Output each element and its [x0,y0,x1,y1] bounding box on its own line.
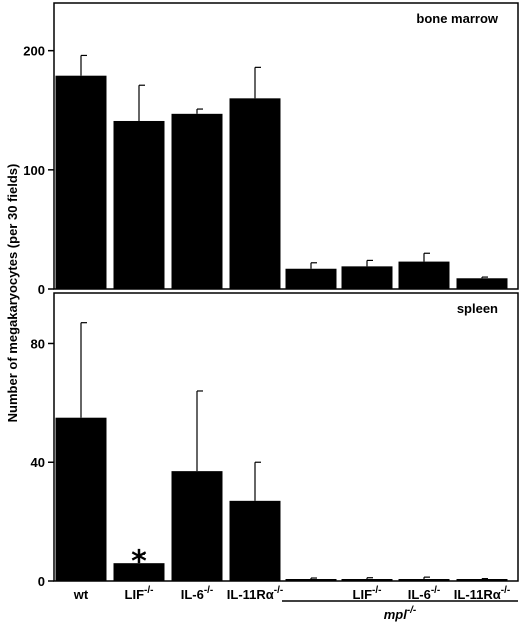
category-label: IL-11Rα-/- [454,585,510,602]
category-label-base: IL-11Rα [454,587,501,602]
bar [113,563,165,581]
category-label-sup: -/- [204,585,213,596]
mpl-group-label: mpl-/- [384,605,417,622]
category-label-base: IL-6 [408,587,431,602]
bar [398,261,450,289]
category-label: LIF-/- [353,585,382,602]
category-label-base: LIF [125,587,145,602]
y-tick-label: 0 [38,574,45,589]
panel-title: spleen [457,301,498,316]
bar [171,471,223,581]
y-tick-label: 0 [38,282,45,297]
category-label-sup: -/- [144,585,153,596]
bar [341,266,393,289]
mpl-group-label-base: mpl [384,607,408,622]
bar [55,75,107,289]
category-label: IL-11Rα-/- [227,585,283,602]
category-label-base: wt [73,587,89,602]
significance-asterisk: * [131,544,147,579]
category-label: IL-6-/- [181,585,214,602]
category-label-base: IL-6 [181,587,204,602]
panel-0: 0 100 200 bone marrow [23,2,519,297]
mpl-group-label-sup: -/- [407,605,417,616]
bar [285,579,337,581]
bar [398,579,450,581]
y-tick-label: 40 [31,455,45,470]
y-tick-label: 100 [23,163,45,178]
category-label-sup: -/- [372,585,381,596]
category-label: IL-6-/- [408,585,441,602]
category-label: LIF-/- [125,585,154,602]
y-tick-label: 80 [31,336,45,351]
bar [285,268,337,289]
panel-title: bone marrow [416,11,499,26]
y-axis-label: Number of megakaryocytes (per 30 fields) [5,164,20,423]
category-label-base: LIF [353,587,373,602]
category-label: wt [73,587,89,602]
bar [229,500,281,581]
bar [113,120,165,289]
panel-1: 0 40 80 * spleen [31,292,519,589]
bar [171,113,223,289]
category-label-sup: -/- [431,585,440,596]
bar [456,579,508,581]
bar [229,98,281,289]
category-labels: wt LIF-/- IL-6-/- IL-11Rα-/- LIF-/- IL-6-/- IL… [73,585,510,602]
chart-panels: 0 100 200 bone marrow 0 40 80 * spleen [23,2,519,589]
bar [341,579,393,581]
category-label-sup: -/- [274,585,283,596]
bar [456,278,508,289]
category-label-base: IL-11Rα [227,587,274,602]
bar [55,417,107,581]
panel-frame [53,292,519,582]
category-label-sup: -/- [501,585,510,596]
y-tick-label: 200 [23,44,45,59]
